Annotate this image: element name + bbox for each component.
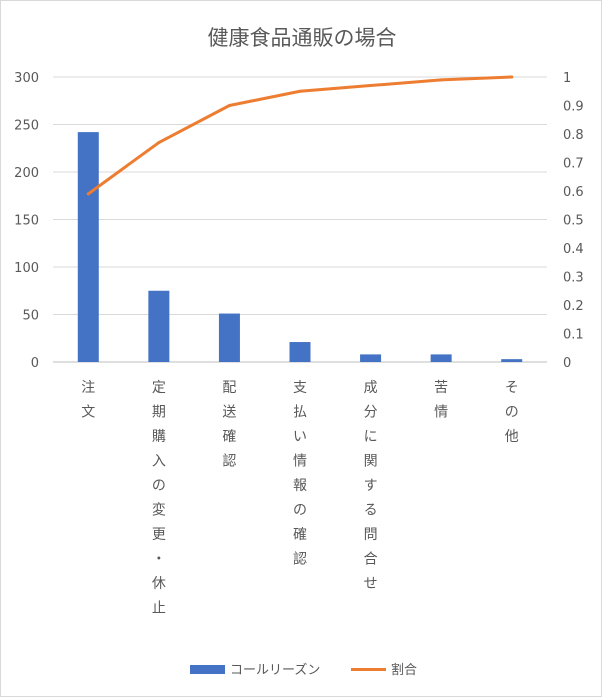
gridlines (53, 76, 547, 363)
line-point (157, 141, 161, 145)
bar (77, 132, 99, 362)
line-point (86, 192, 90, 196)
category-label: 苦情 (434, 380, 448, 421)
right-tick-label: 0.9 (563, 100, 584, 115)
category-label: 定期購入の変更・休止 (152, 380, 166, 617)
category-label: その他 (505, 380, 519, 445)
legend-bar-swatch (190, 665, 225, 674)
right-axis-tick-labels: 0 0.1 0.2 0.3 0.4 0.5 0.6 0.7 0.8 0.9 1 (563, 71, 584, 371)
line-point (439, 78, 443, 82)
ratio-line (86, 75, 514, 196)
left-tick-label: 100 (14, 261, 39, 276)
bar (501, 359, 523, 362)
line-point (510, 75, 514, 79)
right-tick-label: 0.8 (563, 128, 584, 143)
bar (360, 354, 382, 362)
line-point (227, 104, 231, 107)
category-label: 配送確認 (222, 380, 236, 470)
right-tick-label: 0.4 (563, 242, 584, 257)
left-tick-label: 50 (22, 309, 39, 324)
line-point (298, 89, 302, 93)
category-label: 支払い情報の確認 (293, 380, 307, 568)
left-tick-label: 0 (31, 356, 39, 371)
legend-line-label: 割合 (391, 662, 417, 678)
category-labels: 注文 定期購入の変更・休止 配送確認 支払い情報の確認 成分に関する問合せ 苦情 その他 (81, 380, 518, 617)
chart-title: 健康食品通販の場合 (208, 26, 397, 50)
right-tick-label: 0.1 (563, 328, 584, 343)
legend-bar-label: コールリーズン (230, 662, 320, 678)
bar (289, 342, 311, 362)
line-point (369, 84, 373, 88)
left-tick-label: 300 (14, 71, 39, 86)
left-axis-tick-labels: 0 50 100 150 200 250 300 (14, 71, 39, 371)
right-tick-label: 0.6 (563, 185, 584, 200)
bar-series (77, 132, 523, 362)
right-tick-label: 0.7 (563, 157, 584, 172)
line-series (86, 75, 514, 196)
right-tick-label: 0.5 (563, 214, 584, 229)
category-label: 注文 (81, 380, 95, 421)
right-tick-label: 0.2 (563, 299, 584, 314)
left-tick-label: 150 (14, 214, 39, 229)
left-tick-label: 200 (14, 166, 39, 181)
bar (218, 313, 240, 362)
category-label: 成分に関する問合せ (364, 380, 378, 592)
left-tick-label: 250 (14, 119, 39, 134)
right-tick-label: 0 (563, 356, 571, 371)
right-tick-label: 1 (563, 71, 571, 86)
right-tick-label: 0.3 (563, 271, 584, 286)
bar (430, 354, 452, 362)
bar (148, 290, 170, 362)
legend: コールリーズン 割合 (190, 662, 417, 678)
